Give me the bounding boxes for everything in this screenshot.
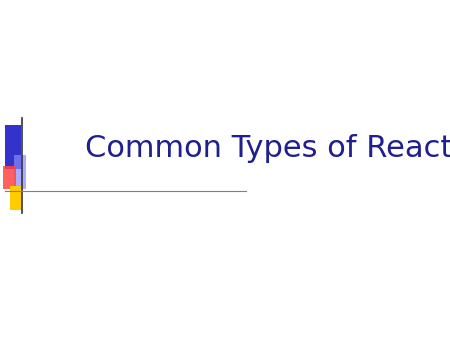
Bar xyxy=(9,186,21,210)
Bar xyxy=(3,166,16,189)
Bar xyxy=(14,155,26,189)
Text: Common Types of Reactions: Common Types of Reactions xyxy=(85,134,450,163)
Bar xyxy=(5,125,21,169)
